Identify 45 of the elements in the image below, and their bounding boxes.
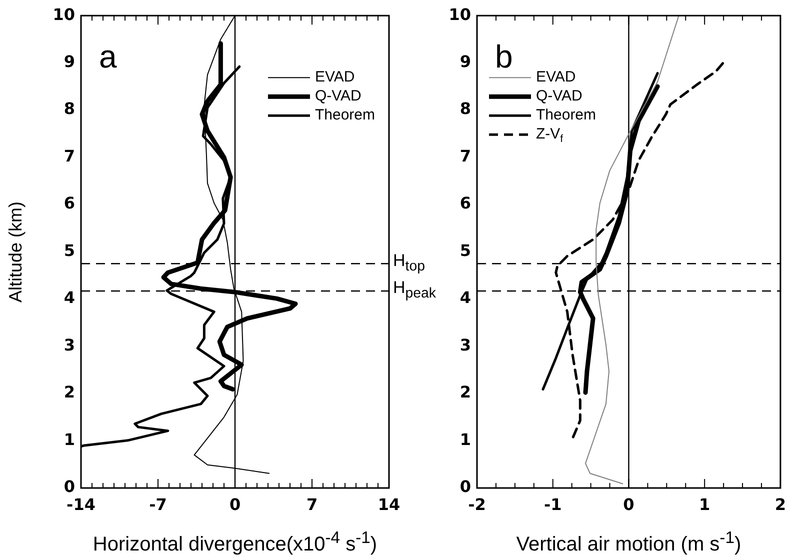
x-tick-label: 0 [229,494,241,514]
ref-line-label: H$_{peak}$ [393,278,436,302]
y-tick-label: 3 [64,335,75,354]
x-axis-title: Horizontal divergence(x10$^{-4}$ s$^{-1}$) [92,528,378,557]
y-tick-label: 2 [64,382,75,402]
y-tick-label: 4 [460,288,471,308]
x-tick-label: 7 [306,494,318,514]
annotation: a [99,38,117,75]
x-tick-label: -2 [468,494,486,514]
y-tick-label: 10 [448,4,471,24]
y-tick-label: 8 [64,99,75,118]
y-tick-label: 6 [460,194,471,213]
y-tick-label: 4 [64,288,75,308]
y-tick-label: 0 [460,477,471,496]
x-tick-label: 14 [378,494,400,514]
legend-label: EVAD [536,68,576,86]
x-tick-label: 0 [623,494,634,514]
y-tick-label: 9 [460,52,471,71]
ref-line-label: H$_{top}$ [393,250,425,274]
y-tick-label: 1 [460,430,471,449]
legend-label: EVAD [314,68,355,86]
x-tick-label: 1 [699,494,710,514]
legend-label: Q-VAD [314,88,362,105]
y-axis-title: Altitude (km) [6,201,26,302]
y-tick-label: 3 [460,335,471,354]
x-tick-label: -7 [149,494,167,514]
y-tick-label: 10 [52,4,75,24]
legend-label: Theorem [314,106,376,124]
x-tick-label: -14 [66,494,96,514]
y-tick-label: 8 [460,99,471,118]
y-tick-label: 0 [64,477,75,496]
y-tick-label: 5 [460,240,471,260]
y-tick-label: 2 [460,382,471,402]
y-tick-label: 7 [64,146,75,166]
annotation: b [495,38,513,75]
x-tick-label: -1 [544,494,562,514]
y-tick-label: 9 [64,52,75,71]
y-tick-label: 5 [64,240,75,260]
x-tick-label: 2 [774,494,786,514]
legend-label: Theorem [536,106,596,124]
y-tick-label: 6 [64,194,75,213]
y-tick-label: 7 [460,146,471,166]
x-axis-title: Vertical air motion (m s$^{-1}$) [516,528,742,557]
y-tick-label: 1 [64,430,75,449]
legend-label: Q-VAD [536,88,583,105]
